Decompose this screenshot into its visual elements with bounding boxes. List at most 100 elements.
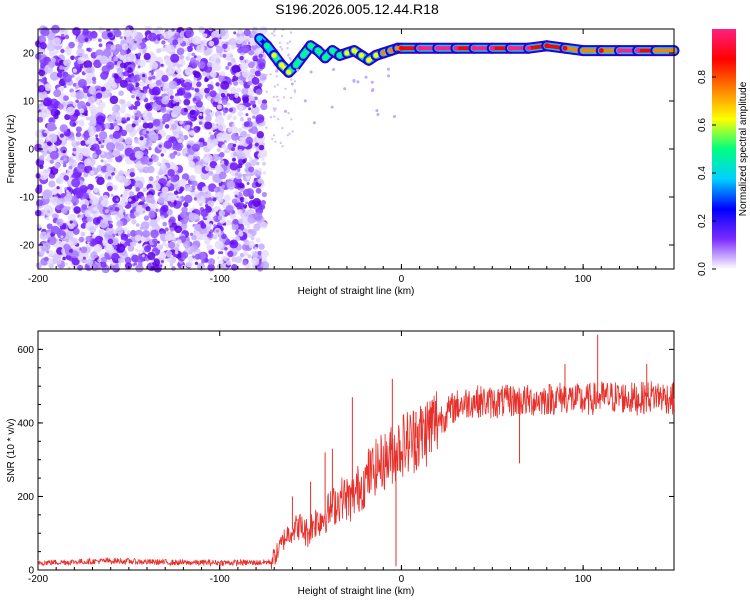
noise-blob bbox=[150, 229, 159, 239]
noise-blob bbox=[245, 113, 249, 117]
noise-blob bbox=[64, 34, 70, 40]
noise-blob bbox=[208, 223, 213, 228]
noise-blob bbox=[73, 206, 81, 214]
noise-blob bbox=[221, 184, 225, 188]
noise-blob bbox=[287, 111, 290, 115]
noise-blob bbox=[130, 180, 136, 186]
spectrogram-x-tick-label: 0 bbox=[399, 274, 405, 285]
noise-blob bbox=[138, 249, 144, 255]
noise-blob bbox=[231, 57, 236, 63]
noise-blob bbox=[206, 200, 214, 208]
noise-blob bbox=[239, 36, 245, 42]
noise-blob bbox=[121, 117, 126, 121]
noise-blob bbox=[106, 226, 115, 235]
noise-blob bbox=[184, 48, 188, 52]
noise-blob bbox=[243, 239, 250, 246]
noise-blob bbox=[93, 244, 103, 253]
noise-blob bbox=[207, 232, 214, 239]
noise-blob bbox=[168, 241, 176, 249]
snr-y-tick-label: 0 bbox=[28, 566, 34, 577]
noise-blob bbox=[242, 243, 250, 251]
noise-blob bbox=[206, 61, 213, 68]
noise-blob bbox=[126, 83, 134, 92]
noise-blob bbox=[254, 142, 259, 147]
noise-blob bbox=[161, 96, 170, 105]
noise-blob bbox=[260, 199, 266, 206]
noise-blob bbox=[231, 133, 239, 141]
noise-blob bbox=[277, 99, 280, 102]
noise-blob bbox=[123, 178, 132, 186]
noise-blob bbox=[237, 202, 245, 210]
noise-blob bbox=[83, 60, 93, 69]
noise-blob bbox=[271, 137, 274, 141]
noise-blob bbox=[185, 56, 191, 61]
noise-blob bbox=[274, 140, 277, 143]
noise-blob bbox=[226, 102, 231, 107]
noise-blob bbox=[135, 248, 139, 252]
noise-blob bbox=[279, 46, 282, 49]
noise-blob bbox=[167, 169, 175, 177]
noise-blob bbox=[241, 88, 249, 95]
noise-blob bbox=[109, 207, 113, 210]
noise-blob bbox=[171, 266, 176, 271]
noise-blob bbox=[97, 204, 104, 211]
noise-blob bbox=[113, 125, 120, 132]
noise-blob bbox=[100, 228, 104, 232]
noise-blob bbox=[116, 67, 124, 74]
noise-blob bbox=[144, 245, 151, 253]
noise-blob bbox=[228, 38, 237, 46]
noise-blob bbox=[100, 144, 105, 149]
noise-blob bbox=[237, 209, 243, 215]
noise-blob bbox=[228, 107, 234, 113]
noise-blob bbox=[176, 48, 184, 56]
noise-blob bbox=[125, 137, 133, 145]
noise-blob bbox=[142, 210, 146, 214]
ridge-scatter bbox=[283, 109, 287, 113]
noise-blob bbox=[286, 47, 289, 50]
noise-blob bbox=[130, 75, 138, 83]
noise-blob bbox=[118, 90, 124, 96]
noise-blob bbox=[95, 134, 99, 138]
noise-blob bbox=[155, 29, 159, 34]
noise-blob bbox=[174, 225, 183, 234]
noise-blob bbox=[41, 242, 50, 252]
noise-blob bbox=[293, 80, 297, 83]
noise-blob bbox=[68, 240, 74, 246]
noise-blob bbox=[246, 87, 255, 96]
noise-blob bbox=[48, 180, 56, 188]
noise-blob bbox=[68, 248, 73, 253]
noise-blob bbox=[194, 164, 203, 174]
snr-x-tick-label: -100 bbox=[210, 574, 230, 585]
ridge-scatter bbox=[370, 80, 374, 84]
noise-blob bbox=[175, 67, 182, 74]
noise-blob bbox=[288, 132, 291, 135]
noise-blob bbox=[113, 73, 119, 79]
noise-blob bbox=[243, 204, 248, 209]
noise-blob bbox=[148, 147, 152, 151]
noise-blob bbox=[256, 131, 264, 139]
noise-blob bbox=[39, 91, 48, 100]
noise-blob bbox=[258, 144, 265, 151]
noise-blob bbox=[59, 124, 68, 133]
noise-blob bbox=[85, 264, 90, 269]
noise-blob bbox=[93, 59, 102, 69]
noise-blob bbox=[247, 233, 253, 238]
noise-blob bbox=[148, 211, 156, 219]
noise-blob bbox=[293, 90, 297, 94]
noise-blob bbox=[98, 230, 105, 237]
noise-blob bbox=[162, 230, 167, 234]
noise-blob bbox=[121, 43, 129, 51]
noise-blob bbox=[50, 71, 60, 81]
noise-blob bbox=[208, 84, 214, 90]
noise-blob bbox=[70, 91, 77, 98]
noise-blob bbox=[75, 153, 83, 162]
noise-blob bbox=[39, 155, 45, 161]
noise-blob bbox=[70, 136, 75, 141]
noise-blob bbox=[213, 30, 221, 38]
snr-x-tick-label: 0 bbox=[399, 574, 405, 585]
noise-blob bbox=[157, 244, 164, 251]
noise-blob bbox=[165, 47, 171, 53]
noise-blob bbox=[123, 227, 128, 232]
noise-blob bbox=[120, 233, 129, 242]
noise-blob bbox=[181, 206, 188, 214]
